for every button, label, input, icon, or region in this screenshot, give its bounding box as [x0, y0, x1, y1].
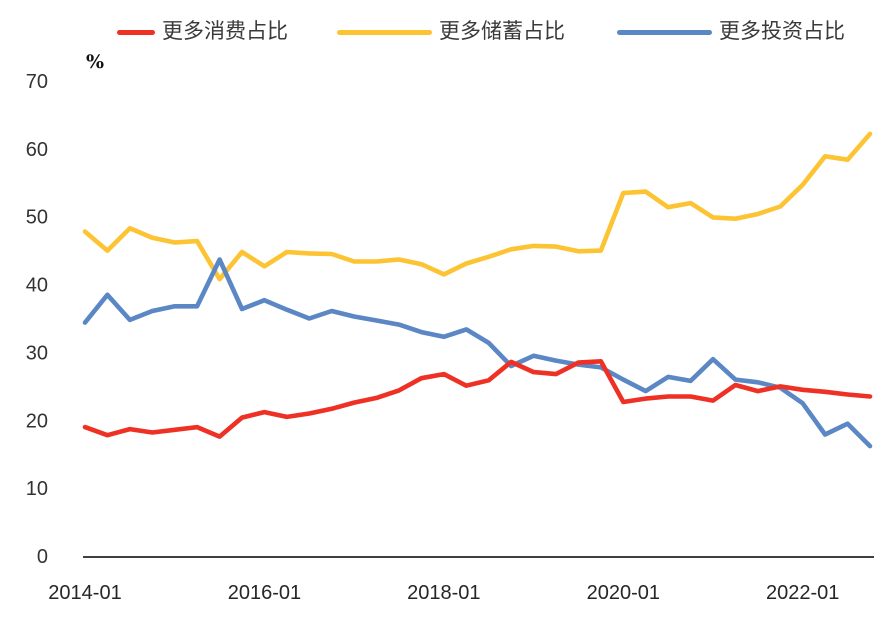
series-line-2: [82, 257, 873, 449]
y-axis-tick-label: 10: [26, 478, 48, 500]
legend-swatch-savings: [337, 29, 432, 35]
x-axis-tick-label: 2014-01: [48, 582, 121, 604]
legend-swatch-consumption: [117, 29, 155, 35]
y-axis-unit-label: %: [86, 51, 104, 73]
y-axis-tick-label: 70: [26, 71, 48, 93]
y-axis-tick-label: 50: [26, 207, 48, 229]
legend-item-investment: 更多投资占比: [617, 19, 845, 45]
y-axis-tick-label: 40: [26, 275, 48, 297]
y-axis-tick-label: 20: [26, 410, 48, 432]
y-axis-tick-label: 30: [26, 342, 48, 364]
legend: 更多消费占比 更多储蓄占比 更多投资占比: [0, 0, 894, 48]
series-line-1: [82, 131, 873, 282]
legend-label-savings: 更多储蓄占比: [439, 20, 565, 43]
legend-label-investment: 更多投资占比: [719, 20, 845, 43]
x-axis-tick-label: 2016-01: [228, 582, 301, 604]
legend-label-consumption: 更多消费占比: [162, 20, 288, 43]
x-axis-tick-label: 2020-01: [587, 582, 660, 604]
legend-swatch-investment: [617, 29, 712, 35]
legend-item-consumption: 更多消费占比: [117, 19, 288, 45]
x-axis-tick-label: 2022-01: [766, 582, 839, 604]
x-axis-tick-label: 2018-01: [407, 582, 480, 604]
series-line-0: [82, 358, 873, 439]
y-axis-tick-label: 0: [37, 546, 48, 568]
y-axis-tick-label: 60: [26, 139, 48, 161]
legend-item-savings: 更多储蓄占比: [337, 19, 565, 45]
